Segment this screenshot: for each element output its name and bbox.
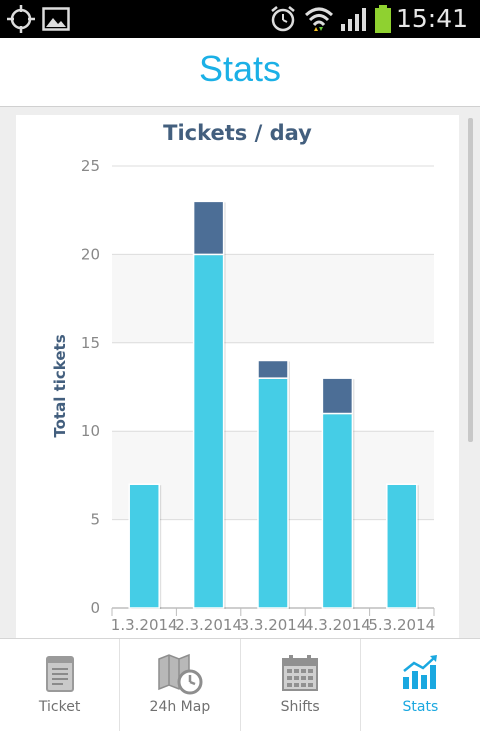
tab-label: Ticket [38,699,81,715]
alarm-icon [268,0,298,38]
chart-title: Tickets / day [163,121,312,145]
bar-segment [257,377,289,609]
x-tick-label: 5.3.2014 [368,616,435,634]
bar-segment [192,200,225,256]
tab-shifts[interactable]: Shifts [241,639,361,731]
y-tick-label: 5 [90,511,100,529]
tab-ticket[interactable]: Ticket [0,639,121,731]
bar-segment [192,253,225,609]
grid-band [112,254,434,343]
bottom-tab-bar: Ticket 24h Map [0,638,480,731]
tab-label: 24h Map [149,699,211,715]
y-tick-label: 25 [81,157,100,175]
y-tick-label: 0 [90,599,100,617]
bar-segment [257,359,289,379]
y-tick-label: 10 [81,422,100,440]
tab-24h-map[interactable]: 24h Map [120,639,241,731]
scrollbar[interactable] [468,118,473,442]
battery-icon [372,0,394,38]
chart-card [16,115,459,645]
tab-label: Stats [402,699,439,715]
tab-stats[interactable]: Stats [361,639,480,731]
calendar-icon [280,653,320,697]
status-time: 15:41 [395,4,468,33]
bar-segment [386,483,418,609]
action-bar: Stats [0,38,480,107]
x-tick-label: 1.3.2014 [111,616,178,634]
signal-icon [338,0,370,38]
bar-segment [321,377,354,415]
map-clock-icon [157,653,203,699]
ticket-icon [43,653,77,697]
chart-icon [400,653,440,697]
image-icon [40,0,72,38]
status-bar: 15:41 [0,0,480,38]
bar-segment [128,483,160,609]
x-tick-label: 2.3.2014 [175,616,242,634]
x-tick-label: 3.3.2014 [240,616,307,634]
tab-label: Shifts [280,699,320,715]
gps-icon [4,0,38,38]
bar-chart: 0 5 10 15 20 25 1.3.20142.3.20143.3.20144.3.20… [81,157,435,634]
page-title: Stats [198,48,282,89]
wifi-icon [303,0,335,38]
x-tick-label: 4.3.2014 [304,616,371,634]
y-tick-label: 20 [81,245,100,263]
bar-segment [321,412,354,609]
y-tick-label: 15 [81,334,100,352]
